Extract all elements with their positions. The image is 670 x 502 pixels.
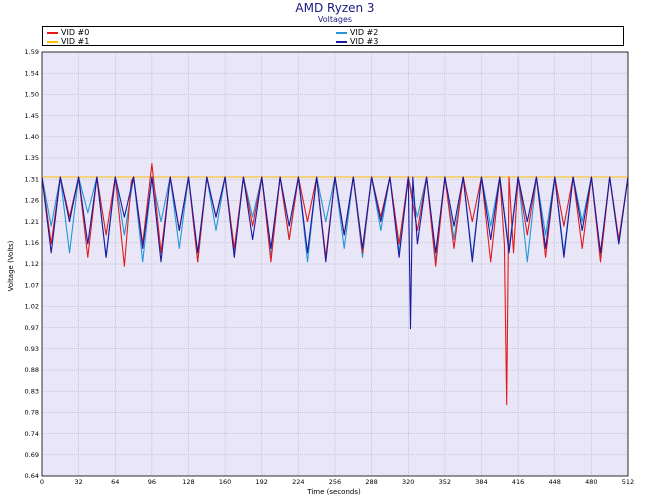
y-tick-label: 1.16 [25, 239, 39, 247]
y-tick-label: 1.02 [25, 303, 39, 311]
legend-swatch [336, 31, 347, 34]
y-tick-label: 1.12 [25, 260, 39, 268]
y-tick-label: 0.78 [25, 409, 39, 417]
x-tick-label: 128 [182, 478, 194, 486]
legend-item-vid3: VID #3 [336, 37, 378, 46]
y-tick-label: 0.83 [25, 387, 39, 395]
legend-label: VID #1 [61, 37, 90, 46]
x-tick-label: 288 [365, 478, 377, 486]
y-tick-label: 1.45 [25, 112, 39, 120]
legend-swatch [47, 31, 58, 34]
y-tick-label: 0.93 [25, 345, 39, 353]
x-tick-label: 416 [512, 478, 524, 486]
y-tick-label: 1.50 [25, 91, 39, 99]
x-tick-label: 352 [439, 478, 451, 486]
plot-border [41, 51, 629, 477]
x-tick-label: 512 [622, 478, 634, 486]
series-group [41, 163, 629, 406]
y-tick-label: 1.21 [25, 218, 39, 226]
x-tick-label: 320 [402, 478, 414, 486]
x-tick-label: 192 [256, 478, 268, 486]
y-tick-label: 1.35 [25, 154, 39, 162]
legend-swatch [336, 40, 347, 43]
x-tick-label: 224 [292, 478, 304, 486]
x-tick-label: 64 [111, 478, 119, 486]
x-tick-label: 160 [219, 478, 231, 486]
y-tick-label: 1.40 [25, 133, 39, 141]
x-tick-label: 0 [40, 478, 44, 486]
y-tick-label: 1.31 [25, 175, 39, 183]
axis-ticks: 0 32 64 96 128 160 192 224 256 288 320 352 384 416 448… [25, 48, 635, 486]
chart-title: AMD Ryzen 3 [295, 1, 375, 15]
y-tick-label: 0.64 [25, 472, 39, 480]
y-tick-label: 0.69 [25, 451, 39, 459]
x-axis-label: Time (seconds) [306, 488, 361, 496]
x-tick-label: 96 [148, 478, 156, 486]
x-tick-label: 32 [74, 478, 82, 486]
legend-label: VID #2 [350, 28, 379, 37]
legend: VID #0 VID #1 VID #2 VID #3 [42, 26, 624, 46]
x-tick-label: 480 [585, 478, 597, 486]
legend-swatch [47, 40, 58, 43]
x-tick-label: 384 [475, 478, 487, 486]
series-line-vid3 [41, 176, 629, 330]
legend-item-vid1: VID #1 [47, 37, 89, 46]
y-tick-label: 0.74 [25, 430, 39, 438]
y-tick-label: 1.54 [25, 69, 39, 77]
y-tick-label: 1.26 [25, 197, 39, 205]
y-tick-label: 1.59 [25, 48, 39, 56]
legend-item-vid2: VID #2 [336, 28, 378, 37]
legend-item-vid0: VID #0 [47, 28, 89, 37]
y-tick-label: 0.88 [25, 366, 39, 374]
x-tick-label: 256 [329, 478, 341, 486]
legend-label: VID #3 [350, 37, 379, 46]
y-axis-label: Voltage (Volts) [7, 240, 15, 291]
y-tick-label: 0.97 [25, 324, 39, 332]
x-tick-label: 448 [549, 478, 561, 486]
legend-label: VID #0 [61, 28, 90, 37]
y-tick-label: 1.07 [25, 281, 39, 289]
chart-subtitle: Voltages [317, 15, 353, 24]
grid [41, 51, 629, 477]
